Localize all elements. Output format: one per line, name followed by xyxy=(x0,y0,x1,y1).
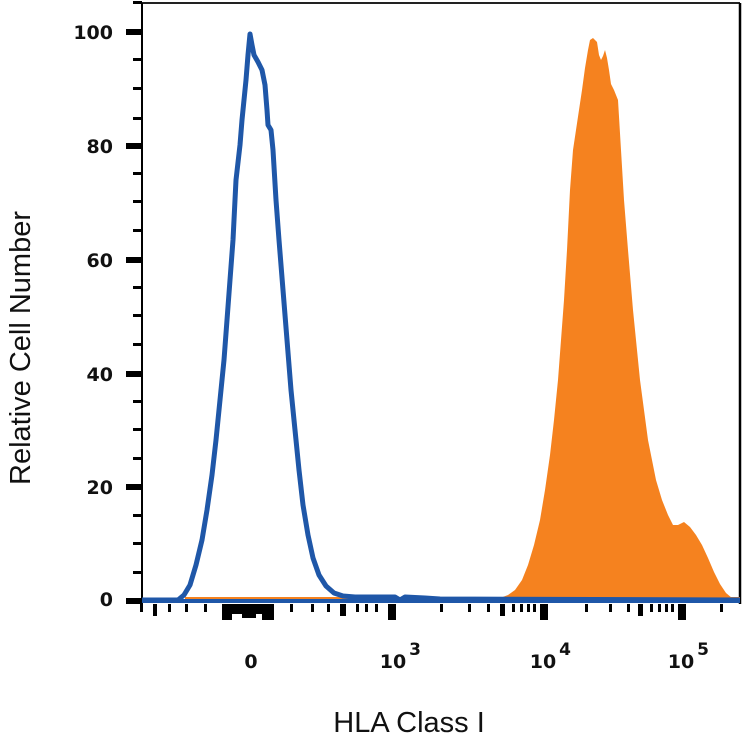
y-axis-title: Relative Cell Number xyxy=(5,211,37,485)
x-axis-title: HLA Class I xyxy=(333,707,485,739)
y-tick-100: 100 xyxy=(73,22,113,44)
y-tick-0: 0 xyxy=(100,589,113,611)
y-tick-labels: 0 20 40 60 80 100 xyxy=(73,22,113,611)
x-tick-labels: 0 10 3 10 4 10 5 xyxy=(244,640,709,673)
x-tick-1e4-base: 10 xyxy=(530,651,556,673)
x-tick-1e4-exp: 4 xyxy=(559,640,571,660)
x-tick-1e5-exp: 5 xyxy=(697,640,709,660)
y-tick-20: 20 xyxy=(87,477,113,499)
plot-frame xyxy=(141,2,742,612)
y-tick-80: 80 xyxy=(87,136,113,158)
stained-histogram-fill xyxy=(142,38,740,603)
y-tick-60: 60 xyxy=(87,250,113,272)
x-tick-1e3-base: 10 xyxy=(380,651,406,673)
x-tick-0: 0 xyxy=(244,651,257,673)
x-tick-1e3-exp: 3 xyxy=(409,640,421,660)
isotype-histogram-outline xyxy=(142,31,741,603)
y-axis xyxy=(126,1,142,604)
x-axis xyxy=(140,604,723,620)
x-tick-1e5-base: 10 xyxy=(668,651,694,673)
y-tick-40: 40 xyxy=(87,364,113,386)
